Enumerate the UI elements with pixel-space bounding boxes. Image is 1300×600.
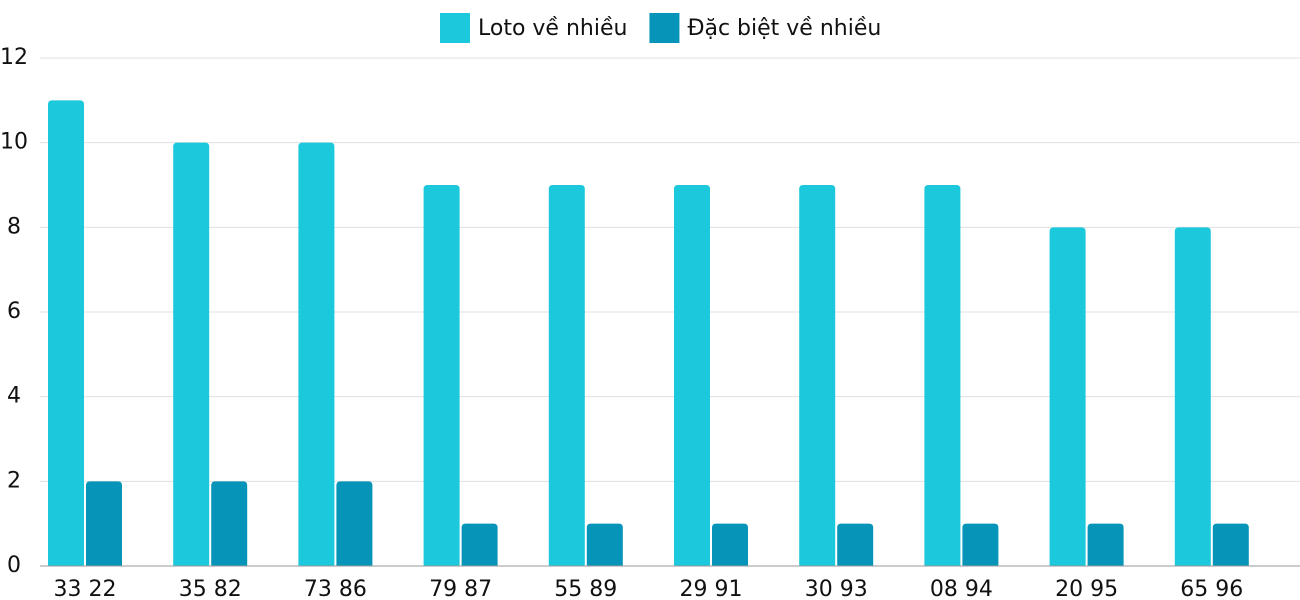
bar	[586, 523, 623, 566]
bar	[962, 523, 999, 566]
bar	[48, 100, 84, 566]
bar	[1049, 227, 1086, 567]
bar	[211, 481, 248, 566]
bar	[336, 481, 373, 566]
legend-label: Đặc biệt về nhiều	[687, 16, 881, 41]
x-tick-label: 79 87	[429, 577, 492, 600]
bar	[173, 142, 210, 566]
y-tick-label: 4	[7, 384, 21, 409]
bar	[1212, 523, 1249, 566]
bar	[712, 523, 748, 566]
bar	[86, 481, 122, 566]
legend-label: Loto về nhiều	[478, 16, 627, 41]
y-tick-label: 12	[0, 45, 28, 70]
bar	[1174, 227, 1211, 567]
x-tick-label: 35 82	[179, 577, 242, 600]
bar	[298, 142, 335, 566]
x-tick-label: 65 96	[1180, 577, 1243, 600]
x-tick-label: 33 22	[54, 577, 117, 600]
y-tick-label: 2	[7, 468, 21, 493]
y-tick-label: 8	[7, 214, 21, 239]
y-tick-label: 10	[0, 130, 28, 155]
x-tick-label: 55 89	[554, 577, 617, 600]
bar	[924, 185, 961, 566]
bar	[799, 185, 836, 566]
bar	[548, 185, 585, 566]
x-tick-label: 29 91	[680, 577, 743, 600]
bar	[674, 185, 710, 566]
bar	[1087, 523, 1124, 566]
legend-swatch	[440, 13, 470, 43]
x-tick-label: 20 95	[1055, 577, 1118, 600]
x-tick-label: 30 93	[805, 577, 868, 600]
x-tick-label: 73 86	[304, 577, 367, 600]
y-tick-label: 0	[7, 553, 21, 578]
x-tick-label: 08 94	[930, 577, 993, 600]
bar	[837, 523, 874, 566]
y-tick-label: 6	[7, 299, 21, 324]
legend-swatch	[649, 13, 680, 43]
bar	[423, 185, 460, 566]
bar	[461, 523, 498, 566]
